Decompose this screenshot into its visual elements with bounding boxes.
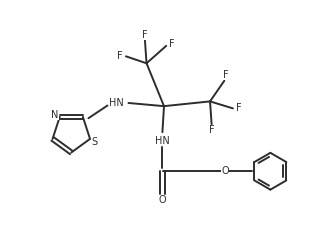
Text: O: O	[221, 166, 229, 176]
Text: S: S	[92, 137, 98, 147]
Text: F: F	[117, 51, 123, 61]
Text: F: F	[223, 70, 229, 80]
Text: F: F	[142, 30, 148, 40]
Text: F: F	[169, 39, 175, 49]
Text: HN: HN	[109, 98, 124, 108]
Text: HN: HN	[155, 136, 170, 146]
Text: F: F	[209, 125, 215, 135]
Text: F: F	[236, 103, 241, 113]
Text: N: N	[51, 110, 59, 120]
Text: O: O	[159, 196, 166, 205]
